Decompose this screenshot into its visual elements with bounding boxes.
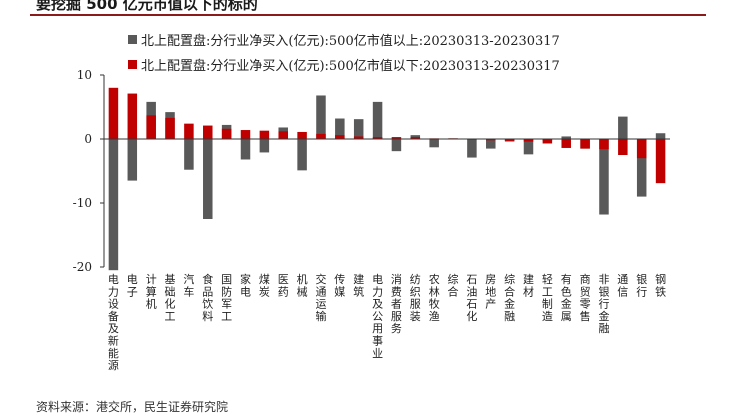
bar-below-500 [372, 137, 383, 139]
bar-below-500 [561, 139, 571, 148]
bar-above-500 [655, 133, 666, 139]
title-divider [30, 14, 706, 16]
bar-below-500 [335, 135, 345, 139]
bar-above-500 [316, 95, 326, 139]
bar-below-500 [391, 137, 402, 139]
x-category-label: 石油石化 [466, 273, 477, 323]
x-category-label: 电子 [127, 273, 138, 298]
x-category-label: 综合 [448, 272, 459, 298]
bar-below-500 [203, 125, 213, 139]
bar-above-500 [467, 139, 477, 158]
bar-above-500 [636, 139, 647, 197]
bar-above-500 [561, 136, 571, 139]
bar-below-500 [297, 131, 307, 139]
bar-above-500 [391, 139, 402, 152]
x-category-label: 综合金融 [504, 272, 515, 323]
bar-above-500 [108, 139, 119, 271]
bar-above-500 [259, 139, 270, 153]
x-category-label: 商贸零售 [580, 272, 591, 323]
bar-above-500 [372, 101, 383, 139]
x-category-label: 建材 [523, 272, 534, 298]
x-category-label: 汽车 [183, 272, 194, 298]
bar-below-500 [486, 139, 496, 141]
chart-legend: 北上配置盘:分行业净买入(亿元):500亿市值以上:20230313-20230… [128, 33, 560, 74]
x-category-label: 银行 [636, 272, 647, 298]
bar-below-500 [240, 130, 251, 139]
bar-below-500 [316, 133, 326, 139]
x-category-label: 纺织服装 [410, 272, 421, 323]
bar-below-500 [184, 123, 194, 139]
x-category-label: 非银行金融 [599, 273, 610, 335]
x-category-label: 通信 [617, 273, 628, 298]
bar-below-500 [108, 87, 119, 139]
x-category-label: 房地产 [485, 273, 496, 311]
x-category-label: 国防军工 [221, 273, 232, 323]
x-category-label: 建筑 [353, 272, 364, 298]
x-category-label: 传媒 [334, 273, 345, 298]
bar-above-500 [127, 139, 138, 181]
x-category-label: 轻工制造 [542, 272, 553, 323]
bar-above-500 [429, 139, 439, 148]
bar-above-500 [486, 139, 496, 149]
legend-label-below: 北上配置盘:分行业净买入(亿元):500亿市值以下:20230313-20230… [141, 58, 560, 74]
x-category-label: 计算机 [146, 273, 157, 311]
x-category-label: 基础化工 [165, 273, 176, 323]
bar-below-500 [655, 139, 666, 184]
series-below-500 [108, 87, 666, 184]
bar-below-500 [165, 117, 175, 139]
bar-below-500 [127, 93, 138, 139]
bar-above-500 [353, 119, 364, 139]
y-tick-label: 0 [84, 132, 92, 146]
x-category-label: 钢铁 [655, 273, 666, 298]
bar-below-500 [542, 139, 553, 144]
bar-above-500 [618, 116, 628, 139]
y-axis: 10 0 -10 -20 [73, 68, 105, 274]
x-category-label: 有色金属 [561, 272, 572, 323]
x-category-label: 电力设备及新能源 [108, 273, 119, 372]
x-category-label: 医药 [278, 273, 289, 298]
bar-above-500 [184, 139, 194, 170]
bar-below-500 [353, 136, 364, 139]
source-note: 资料来源：港交所，民生证券研究院 [36, 400, 229, 414]
bar-below-500 [221, 128, 232, 139]
bar-below-500 [259, 130, 270, 139]
y-tick-label: 10 [77, 68, 92, 82]
x-category-label: 电力及公用事业 [372, 273, 383, 360]
x-category-label: 消费者服务 [391, 272, 402, 335]
bar-below-500 [146, 115, 156, 139]
x-category-label: 家电 [240, 272, 251, 298]
y-tick-label: -20 [73, 260, 92, 274]
bar-above-500 [599, 139, 609, 215]
page-title: 要挖掘 500 亿元市值以下的标的 [36, 0, 258, 13]
bar-above-500 [523, 139, 534, 155]
bar-above-500 [240, 139, 251, 160]
bar-below-500 [636, 139, 647, 159]
legend-swatch-above [128, 35, 137, 44]
bar-below-500 [278, 131, 288, 139]
bar-above-500 [335, 118, 345, 139]
bar-below-500 [410, 137, 421, 139]
x-category-label: 煤炭 [259, 273, 270, 298]
y-tick-label: -10 [73, 196, 92, 210]
x-category-label: 农林牧渔 [429, 272, 440, 323]
bar-above-500 [297, 139, 307, 171]
x-axis-labels: 电力设备及新能源电子计算机基础化工汽车食品饮料国防军工家电煤炭医药机械交通运输传… [108, 272, 666, 372]
x-category-label: 交通运输 [316, 272, 327, 323]
bar-below-500 [599, 139, 609, 150]
legend-label-above: 北上配置盘:分行业净买入(亿元):500亿市值以上:20230313-20230… [141, 33, 560, 49]
bar-below-500 [618, 139, 628, 155]
x-category-label: 机械 [297, 272, 308, 298]
bar-above-500 [203, 139, 213, 219]
bar-below-500 [523, 139, 534, 142]
x-category-label: 食品饮料 [202, 272, 213, 323]
bar-below-500 [580, 139, 590, 149]
legend-swatch-below [128, 60, 137, 69]
series-above-500 [108, 95, 666, 271]
bar-below-500 [504, 139, 515, 141]
